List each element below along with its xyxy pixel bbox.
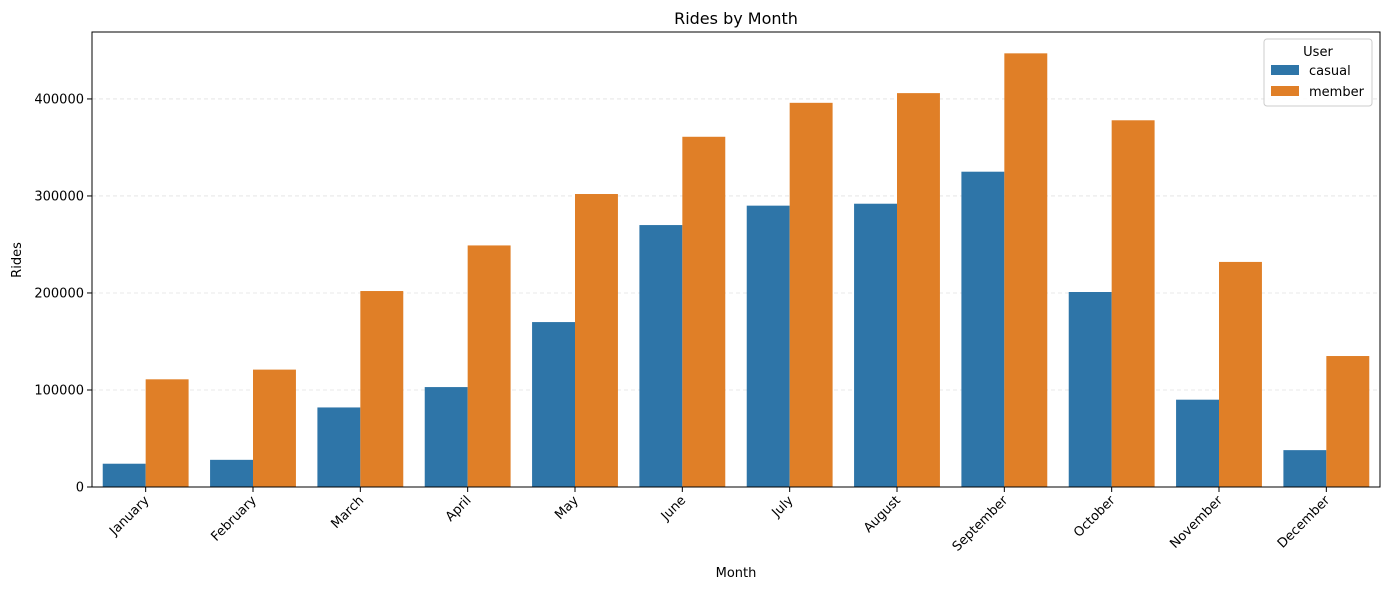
bar-casual-september [961,171,1005,488]
x-tick-label: November [1167,493,1226,552]
bar-member-august [897,93,940,488]
plot-frame [91,31,1381,488]
bar-casual-october [1068,292,1112,487]
bar-member-february [253,369,296,487]
chart-title: Rides by Month [674,9,798,28]
bar-member-december [1326,356,1370,487]
legend: User casual member [1263,38,1373,107]
bar-member-november [1219,261,1262,487]
bar-casual-march [317,407,361,487]
bar-member-may [575,194,618,487]
grid-lines [92,98,1380,391]
bar-casual-january [102,463,146,487]
bar-member-june [682,136,726,487]
bar-casual-july [746,205,790,487]
bar-casual-february [210,459,253,487]
x-tick-label: August [861,493,904,536]
legend-title: User [1303,45,1333,60]
bar-casual-august [854,203,897,487]
legend-label-casual: casual [1309,64,1351,79]
x-tick-label: January [106,493,152,539]
bar-casual-may [532,322,575,487]
y-tick-label: 400000 [34,92,84,107]
x-tick-label: June [658,493,689,524]
bar-casual-december [1283,450,1327,487]
bar-member-july [789,102,833,487]
bar-member-march [360,291,404,487]
y-tick-label: 0 [76,481,84,496]
x-tick-label: March [329,493,368,532]
bar-casual-june [639,225,683,488]
legend-swatch-member [1271,86,1299,96]
legend-swatch-casual [1271,65,1299,75]
x-tick-label: April [443,493,475,525]
x-tick-label: October [1071,493,1119,541]
bar-member-january [145,379,189,487]
x-tick-label: May [552,493,582,523]
y-axis-label: Rides [10,242,25,278]
bar-member-october [1111,120,1155,488]
x-tick-label: December [1275,493,1334,552]
x-axis-label: Month [716,566,757,581]
bar-casual-april [424,387,468,487]
x-tick-label: July [769,493,797,521]
bar-member-september [1004,53,1048,487]
y-axis: 0 100000 200000 300000 400000 [34,92,92,496]
x-tick-label: September [950,493,1012,555]
x-axis: January February March April May June July Augu… [106,487,1334,555]
bars [102,53,1370,488]
x-tick-label: February [208,493,260,545]
y-tick-label: 300000 [34,189,84,204]
y-tick-label: 200000 [34,286,84,301]
bar-member-april [467,245,511,487]
y-tick-label: 100000 [34,383,84,398]
bar-casual-november [1176,399,1219,487]
legend-label-member: member [1309,85,1365,100]
